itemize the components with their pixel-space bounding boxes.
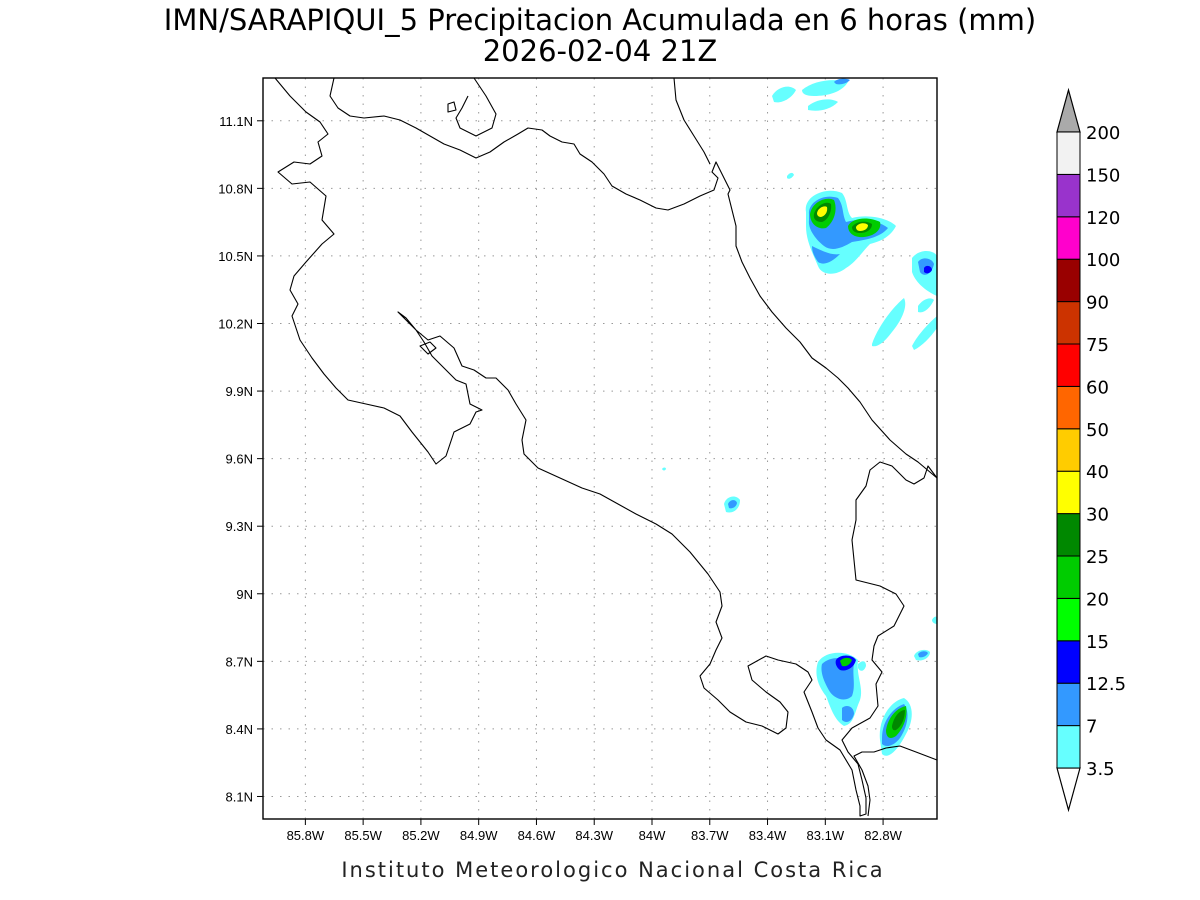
- colorbar-level-label: 30: [1086, 505, 1109, 526]
- map-frame: [262, 77, 938, 820]
- map-title: IMN/SARAPIQUI_5 Precipitacion Acumulada …: [164, 3, 1036, 37]
- colorbar-swatch: [1056, 597, 1081, 642]
- y-tick-label: 9N: [236, 587, 253, 602]
- colorbar-swatch: [1056, 555, 1081, 599]
- colorbar: 3.5 7 12.5 15 20 25 30 40 50 60 75 90 100 120 150 200: [1056, 87, 1126, 813]
- colorbar-swatch: [1056, 258, 1081, 303]
- y-tick-label: 8.1N: [226, 789, 253, 804]
- colorbar-swatch: [1056, 513, 1081, 557]
- colorbar-swatch: [1056, 682, 1081, 727]
- y-tick-label: 10.2N: [218, 316, 253, 331]
- precip-cell-south: [816, 616, 937, 756]
- colorbar-swatch: [1056, 216, 1081, 260]
- colorbar-swatch: [1056, 173, 1081, 218]
- colorbar-level-label: 15: [1086, 632, 1109, 653]
- colorbar-level-label: 200: [1086, 123, 1120, 144]
- colorbar-level-label: 90: [1086, 293, 1109, 314]
- precip-cell-center: [662, 467, 740, 513]
- colorbar-level-label: 60: [1086, 377, 1109, 398]
- x-tick-label: 84.6W: [518, 828, 556, 843]
- x-tick-label: 84W: [639, 828, 666, 843]
- colorbar-swatch: [1056, 385, 1081, 430]
- colorbar-level-label: 150: [1086, 165, 1120, 186]
- colorbar-level-label: 12.5: [1086, 674, 1126, 695]
- y-axis-ticks: 8.1N 8.4N 8.7N 9N 9.3N 9.6N 9.9N 10.2N 10.5N 10.8…: [218, 114, 263, 804]
- colorbar-swatch: [1056, 725, 1081, 769]
- y-tick-label: 9.6N: [226, 452, 253, 467]
- x-tick-label: 83.1W: [807, 828, 845, 843]
- precip-cell-east: [872, 251, 937, 350]
- colorbar-level-label: 25: [1086, 547, 1109, 568]
- precipitation-fields: [662, 78, 937, 756]
- colorbar-level-label: 75: [1086, 335, 1109, 356]
- precip-top-streaks: [772, 78, 850, 179]
- y-tick-label: 9.3N: [226, 519, 253, 534]
- colorbar-swatch: [1056, 343, 1081, 387]
- y-tick-label: 11.1N: [219, 114, 253, 129]
- y-tick-label: 9.9N: [226, 384, 253, 399]
- x-tick-label: 84.9W: [460, 828, 498, 843]
- colorbar-swatch: [1056, 470, 1081, 515]
- precip-cell-north: [805, 190, 896, 274]
- colorbar-level-label: 50: [1086, 420, 1109, 441]
- colorbar-swatch: [1056, 640, 1081, 684]
- colorbar-level-label: 20: [1086, 589, 1109, 610]
- y-tick-label: 8.7N: [226, 654, 253, 669]
- y-tick-label: 10.5N: [218, 249, 253, 264]
- colorbar-under-triangle: [1056, 767, 1081, 813]
- x-tick-label: 85.5W: [344, 828, 382, 843]
- map-plot-area: [262, 77, 938, 820]
- colorbar-level-label: 7: [1086, 717, 1097, 738]
- x-tick-label: 85.8W: [287, 828, 325, 843]
- colorbar-swatch: [1056, 131, 1081, 175]
- colorbar-swatch: [1056, 301, 1081, 345]
- colorbar-level-label: 100: [1086, 250, 1120, 271]
- coastlines: [274, 77, 938, 817]
- map-subtitle: 2026-02-04 21Z: [483, 34, 718, 68]
- x-axis-ticks: 85.8W 85.5W 85.2W 84.9W 84.6W 84.3W 84W 83.7W 83…: [287, 819, 903, 843]
- colorbar-swatch: [1056, 428, 1081, 472]
- y-tick-label: 8.4N: [226, 722, 253, 737]
- colorbar-level-label: 3.5: [1086, 759, 1115, 780]
- colorbar-level-label: 120: [1086, 208, 1120, 229]
- x-tick-label: 83.4W: [749, 828, 787, 843]
- x-tick-label: 84.3W: [575, 828, 613, 843]
- footer-credit: Instituto Meteorologico Nacional Costa R…: [341, 858, 884, 882]
- y-tick-label: 10.8N: [218, 181, 253, 196]
- x-tick-label: 83.7W: [691, 828, 729, 843]
- colorbar-over-triangle: [1056, 87, 1081, 133]
- x-tick-label: 82.8W: [864, 828, 902, 843]
- colorbar-level-label: 40: [1086, 462, 1109, 483]
- x-tick-label: 85.2W: [402, 828, 440, 843]
